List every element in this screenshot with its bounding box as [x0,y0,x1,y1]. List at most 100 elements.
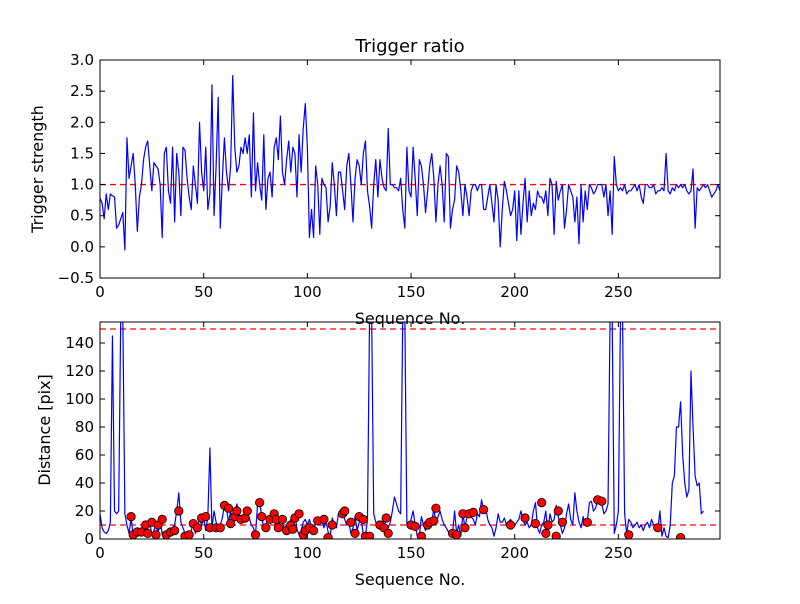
y-tick-label: 20 [75,502,94,520]
data-marker [582,517,592,527]
data-marker [294,509,304,519]
data-marker [157,514,167,525]
data-marker [340,506,350,516]
y-tick-label: 60 [75,446,94,464]
y-tick-label: 0 [84,530,94,548]
data-marker [215,523,225,533]
data-marker [557,517,568,527]
data-marker [350,528,360,539]
data-marker [553,506,563,516]
data-marker [288,524,298,534]
series-line [100,74,720,251]
x-tick-label: 100 [293,544,322,562]
x-tick-label: 0 [95,283,105,301]
data-marker [653,523,663,533]
data-marker [242,506,252,516]
data-marker [543,520,553,530]
data-marker [410,521,420,532]
y-tick-label: −0.5 [58,269,94,287]
data-marker [429,516,439,526]
y-axis-label: Trigger strength [28,105,47,234]
x-tick-label: 150 [397,544,426,562]
data-marker [364,531,375,539]
data-marker [277,514,288,525]
plot-contents [100,74,720,251]
x-axis-ticks: 0 50 100 150 200 250 [95,322,633,562]
y-tick-label: 1.0 [70,176,94,194]
data-marker [273,523,283,533]
data-marker [174,506,184,516]
data-marker [479,504,489,515]
y-tick-label: 120 [65,362,94,380]
x-tick-label: 100 [293,283,322,301]
data-marker [323,533,333,539]
y-tick-label: 40 [75,474,94,492]
data-marker [520,513,530,523]
x-tick-label: 150 [397,283,426,301]
data-marker [530,518,541,529]
data-marker [676,533,686,539]
data-marker [460,523,470,533]
y-axis-label: Distance [pix] [35,374,54,486]
plot-frame [99,59,721,279]
data-marker [143,528,153,539]
plot-frame [99,321,721,540]
y-tick-label: 2.0 [70,113,94,131]
data-marker [431,503,441,513]
y-axis-ticks: 0 20 40 60 80 100 120 140 [65,334,720,548]
y-tick-label: 140 [65,334,94,352]
trigger-ratio-chart: Trigger ratio 0 50 100 150 200 250 −0.5 0.0 0.5… [28,36,721,328]
plot-area [99,321,721,540]
data-marker [383,528,393,539]
data-marker [126,511,136,522]
data-marker [416,531,427,539]
data-marker [192,523,203,533]
data-marker [624,530,634,539]
y-tick-label: 100 [65,390,94,408]
data-marker [327,520,337,530]
data-marker [381,513,391,523]
data-marker [261,523,271,533]
y-axis-ticks: −0.5 0.0 0.5 1.0 1.5 2.0 2.5 3.0 [58,51,720,287]
data-marker [319,514,329,525]
y-tick-label: 1.5 [70,144,94,162]
x-tick-label: 0 [95,544,105,562]
data-marker [346,517,356,527]
y-tick-label: 0.0 [70,238,94,256]
data-marker [541,528,551,539]
x-axis-label: Sequence No. [355,570,466,589]
x-tick-label: 200 [500,544,529,562]
data-marker [223,503,234,513]
data-marker [308,525,319,536]
data-marker [358,514,368,525]
x-tick-label: 50 [194,283,213,301]
y-tick-label: 2.5 [70,82,94,100]
x-axis-ticks: 0 50 100 150 200 250 [95,60,633,301]
data-marker [226,518,236,529]
data-marker [257,511,267,522]
data-marker [452,530,462,539]
y-tick-label: 0.5 [70,207,94,225]
x-tick-label: 200 [500,283,529,301]
data-marker [201,511,211,522]
plot-area [99,59,721,279]
y-tick-label: 80 [75,418,94,436]
distance-chart: 0 50 100 150 200 250 0 20 40 60 80 100 120 140 Seque… [35,321,721,589]
data-marker [255,497,265,508]
chart-title: Trigger ratio [354,36,464,57]
x-tick-label: 250 [604,283,633,301]
data-marker [468,507,478,518]
data-marker [597,496,607,506]
data-marker [170,525,180,536]
data-marker [505,520,516,530]
data-marker [151,530,161,539]
x-axis-label: Sequence No. [355,309,466,328]
data-marker [232,506,242,516]
plot-contents [100,322,720,539]
x-tick-label: 50 [194,544,213,562]
data-marker [537,497,547,508]
x-tick-label: 250 [604,544,633,562]
